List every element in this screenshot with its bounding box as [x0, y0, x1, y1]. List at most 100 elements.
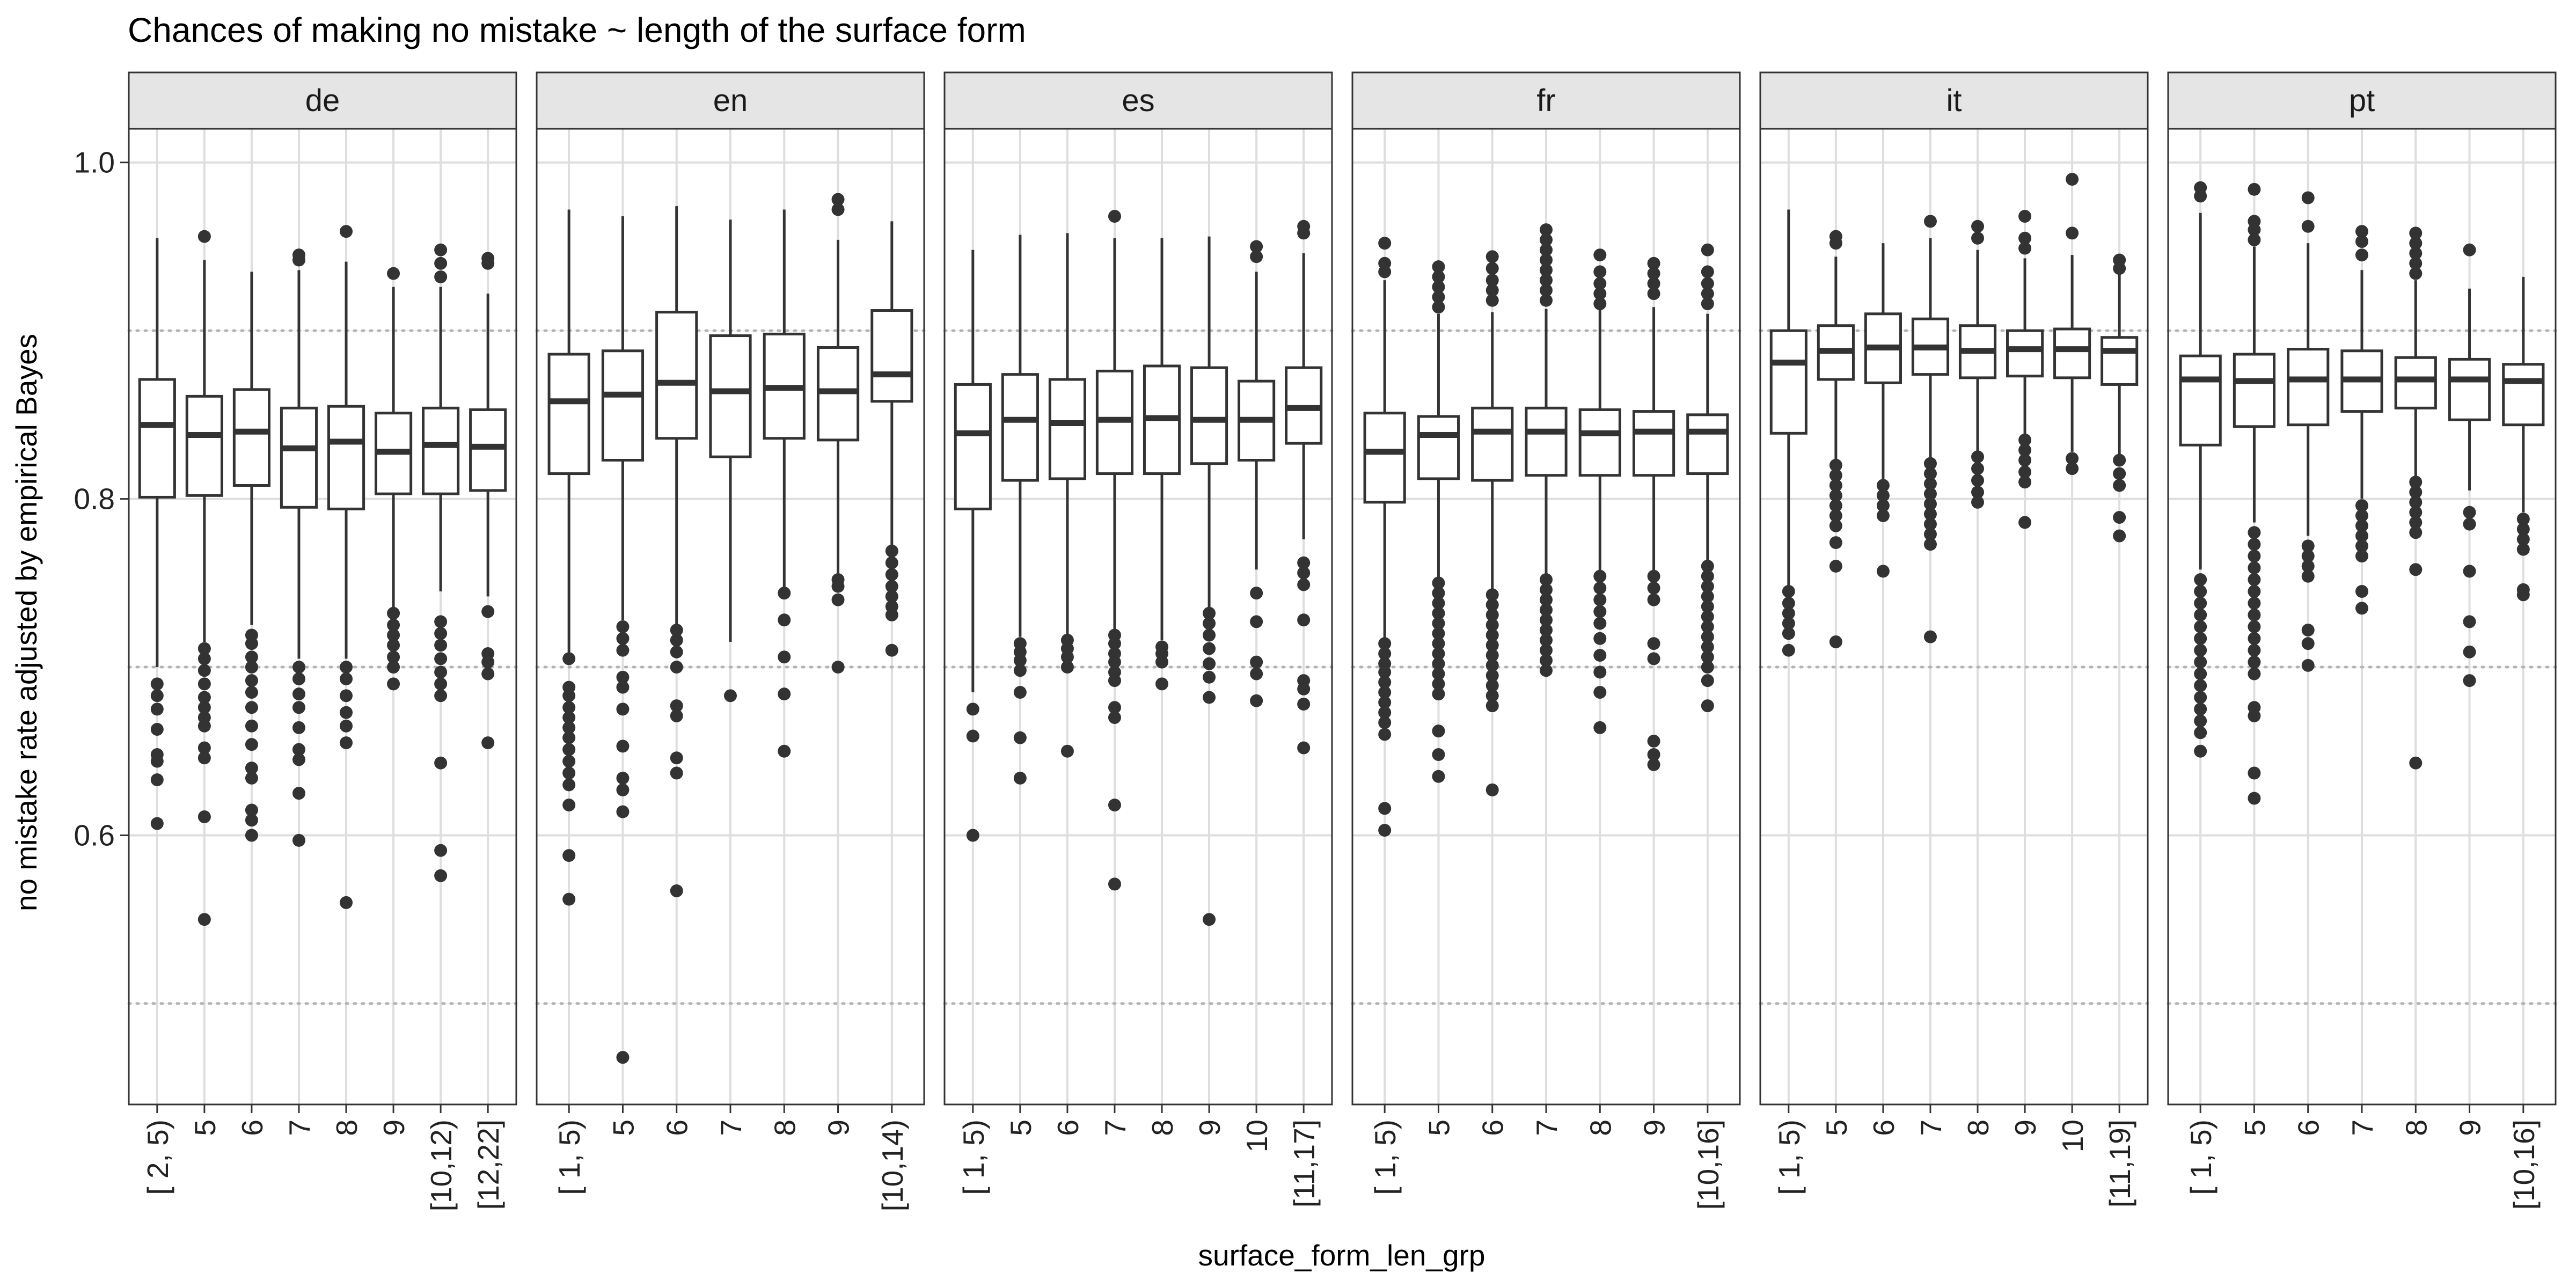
outlier-point [1297, 566, 1311, 580]
outlier-point [340, 736, 353, 750]
outlier-point [2018, 433, 2032, 447]
outlier-point [1485, 699, 1499, 713]
outlier-point [1108, 701, 1121, 714]
facet-strip-label: en [713, 83, 748, 118]
outlier-point [2301, 624, 2315, 637]
x-tick-label: 7 [1099, 1119, 1132, 1136]
x-tick-label: 7 [714, 1119, 748, 1136]
outlier-point [1647, 569, 1660, 583]
outlier-point [1432, 667, 1445, 680]
outlier-point [1647, 593, 1660, 606]
outlier-point [2409, 257, 2423, 270]
outlier-point [292, 687, 305, 701]
outlier-point [1540, 664, 1553, 677]
outlier-point [1540, 643, 1553, 657]
outlier-point [670, 661, 683, 674]
outlier-point [1432, 606, 1445, 620]
outlier-point [2194, 679, 2207, 692]
outlier-point [616, 1051, 630, 1064]
x-tick-label: 5 [1422, 1119, 1455, 1136]
x-tick-label: [ 1, 5) [1773, 1119, 1806, 1195]
outlier-point [2463, 615, 2476, 628]
outlier-point [1540, 613, 1553, 627]
outlier-point [2409, 516, 2423, 529]
outlier-point [562, 701, 576, 714]
outlier-point [2355, 584, 2368, 598]
outlier-point [1829, 536, 1842, 550]
outlier-point [434, 639, 448, 652]
outlier-point [1432, 576, 1445, 590]
outlier-point [2248, 709, 2261, 722]
box-de-6 [422, 243, 460, 882]
box-iqr [1048, 378, 1087, 480]
outlier-point [670, 709, 683, 722]
outlier-point [2194, 702, 2207, 716]
outlier-point [1782, 596, 1795, 610]
outlier-point [481, 667, 495, 680]
outlier-point [150, 773, 164, 787]
outlier-point [1203, 657, 1216, 670]
outlier-point [2194, 744, 2207, 758]
x-tick-label: 6 [1476, 1119, 1510, 1136]
outlier-point [2113, 453, 2126, 467]
outlier-point [387, 650, 400, 664]
outlier-point [292, 753, 305, 766]
box-iqr [2053, 327, 2091, 379]
outlier-point [2194, 691, 2207, 704]
outlier-point [670, 645, 683, 658]
outlier-point [1432, 587, 1445, 600]
x-tick-label: [10,16] [2507, 1119, 2541, 1210]
outlier-point [2355, 235, 2368, 248]
outlier-point [2301, 219, 2315, 233]
outlier-point [2113, 262, 2126, 275]
outlier-point [387, 618, 400, 632]
outlier-point [2355, 509, 2368, 522]
outlier-point [1250, 667, 1263, 680]
outlier-point [2355, 248, 2368, 262]
outlier-point [1647, 734, 1660, 748]
box-iqr [138, 378, 176, 499]
outlier-point [1108, 711, 1121, 724]
outlier-point [1971, 462, 1985, 475]
outlier-point [1297, 741, 1311, 755]
outlier-point [1593, 593, 1607, 606]
outlier-point [885, 580, 898, 593]
outlier-point [1203, 642, 1216, 655]
outlier-point [434, 677, 448, 691]
box-fr-6 [1686, 243, 1729, 713]
box-es-3 [1095, 209, 1134, 891]
outlier-point [1432, 677, 1445, 691]
outlier-point [562, 652, 576, 665]
outlier-point [885, 608, 898, 621]
outlier-point [2194, 643, 2207, 657]
outlier-point [2194, 596, 2207, 610]
outlier-point [2463, 517, 2476, 531]
outlier-point [387, 267, 400, 280]
outlier-point [1013, 731, 1027, 744]
outlier-point [2409, 756, 2423, 770]
outlier-point [1647, 637, 1660, 650]
box-pt-5 [2448, 243, 2491, 687]
outlier-point [340, 896, 353, 909]
outlier-point [670, 699, 683, 713]
outlier-point [1971, 231, 1985, 245]
facet-strip [1759, 71, 2149, 130]
outlier-point [2194, 667, 2207, 680]
outlier-point [1540, 274, 1553, 287]
outlier-point [1876, 509, 1890, 522]
outlier-point [1485, 783, 1499, 796]
outlier-point [481, 655, 495, 669]
outlier-point [1782, 584, 1795, 598]
outlier-point [197, 701, 211, 714]
outlier-point [2066, 462, 2079, 475]
outlier-point [245, 637, 258, 650]
outlier-point [434, 756, 448, 770]
outlier-point [2194, 726, 2207, 740]
outlier-point [292, 743, 305, 756]
outlier-point [1701, 287, 1714, 301]
box-es-2 [1048, 233, 1087, 758]
facet-panels: de[ 2, 5) 5 6 7 8 9 [10,12) [12,22]en[ 1, 5) 5 6 7… [127, 71, 2557, 1211]
outlier-point [1108, 209, 1121, 223]
outlier-point [831, 661, 845, 674]
outlier-point [562, 721, 576, 734]
